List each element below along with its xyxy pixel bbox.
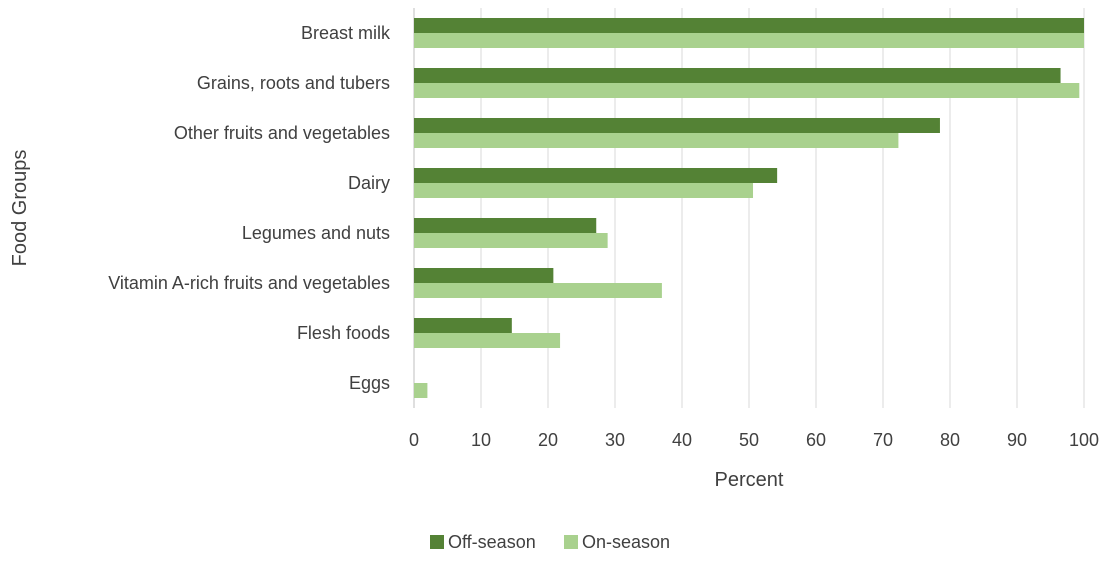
legend-item: Off-season — [430, 532, 536, 552]
bar-off-season-4 — [414, 218, 597, 233]
legend-item: On-season — [564, 532, 670, 552]
legend-swatch — [430, 535, 444, 549]
category-label: Grains, roots and tubers — [197, 73, 390, 93]
legend: Off-season On-season — [430, 532, 670, 552]
bar-on-season-6 — [414, 333, 561, 348]
bar-on-season-1 — [414, 83, 1080, 98]
x-tick-labels: 0 10 20 30 40 50 60 70 80 90 100 — [409, 430, 1099, 450]
category-labels: Breast milk Grains, roots and tubers Other… — [108, 23, 391, 393]
category-label: Dairy — [348, 173, 390, 193]
bar-off-season-3 — [414, 168, 778, 183]
x-tick-label: 90 — [1007, 430, 1027, 450]
bar-on-season-0 — [414, 33, 1084, 48]
x-tick-label: 30 — [605, 430, 625, 450]
category-label: Vitamin A-rich fruits and vegetables — [108, 273, 390, 293]
x-axis-title: Percent — [715, 469, 784, 491]
bar-off-season-5 — [414, 268, 554, 283]
legend-label: On-season — [582, 532, 670, 552]
x-tick-label: 20 — [538, 430, 558, 450]
legend-label: Off-season — [448, 532, 536, 552]
y-axis-title: Food Groups — [9, 150, 31, 267]
category-label: Eggs — [349, 373, 390, 393]
bar-on-season-4 — [414, 233, 608, 248]
bars — [414, 18, 1084, 398]
bar-on-season-7 — [414, 383, 428, 398]
x-tick-label: 50 — [739, 430, 759, 450]
x-tick-label: 40 — [672, 430, 692, 450]
legend-swatch — [564, 535, 578, 549]
bar-on-season-2 — [414, 133, 899, 148]
category-label: Flesh foods — [297, 323, 390, 343]
x-tick-label: 70 — [873, 430, 893, 450]
x-tick-label: 60 — [806, 430, 826, 450]
bar-off-season-2 — [414, 118, 940, 133]
bar-on-season-3 — [414, 183, 754, 198]
bar-on-season-5 — [414, 283, 662, 298]
bar-off-season-6 — [414, 318, 512, 333]
category-label: Other fruits and vegetables — [174, 123, 390, 143]
category-label: Legumes and nuts — [242, 223, 390, 243]
category-label: Breast milk — [301, 23, 391, 43]
x-tick-label: 10 — [471, 430, 491, 450]
x-tick-label: 80 — [940, 430, 960, 450]
x-tick-label: 0 — [409, 430, 419, 450]
x-tick-label: 100 — [1069, 430, 1099, 450]
bar-off-season-0 — [414, 18, 1084, 33]
bar-off-season-1 — [414, 68, 1061, 83]
